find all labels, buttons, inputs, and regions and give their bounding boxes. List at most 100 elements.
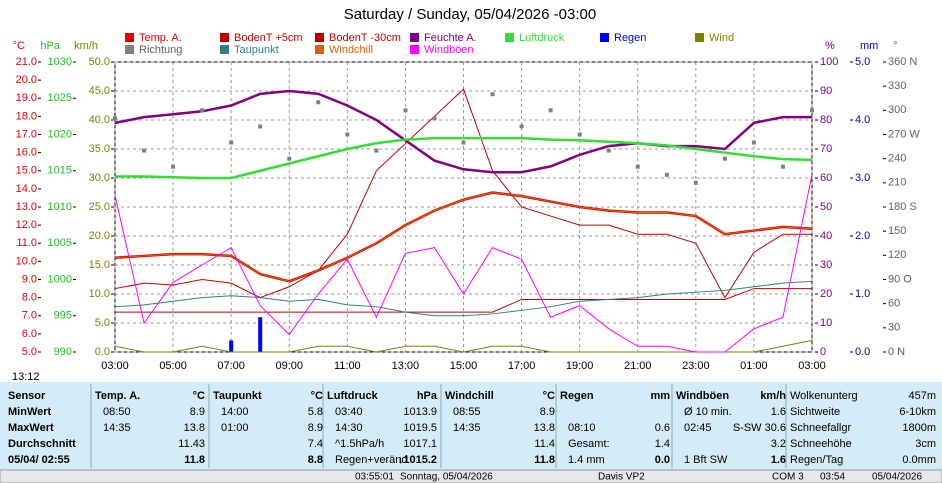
cell-note: Ø 10 min.: [684, 406, 732, 418]
y-tick-label: 2.0: [855, 230, 870, 242]
y-tick-label: 17.0: [16, 128, 37, 140]
y-tick-label: 0.0: [95, 346, 110, 358]
legend-swatch: [410, 45, 419, 54]
legend-label: Regen: [614, 32, 646, 44]
y-tick-label: 10.0: [16, 255, 37, 267]
y-tick-label: 50: [820, 201, 832, 213]
row-label: 05/04/ 02:55: [8, 454, 70, 466]
time-label: 13:12: [12, 371, 40, 383]
legend-swatch: [125, 33, 134, 42]
info-value: 457m: [908, 390, 936, 402]
cell-note: 14:30: [335, 422, 363, 434]
y-tick-label: 4.0: [855, 114, 870, 126]
y-tick-label: 9.0: [22, 273, 37, 285]
column-title: Taupunkt: [213, 390, 262, 402]
cell-value: 13.8: [534, 422, 555, 434]
y-tick-label: 0: [820, 346, 826, 358]
y-tick-label: 13.0: [16, 201, 37, 213]
y-tick-label: 5.0: [855, 56, 870, 68]
y-tick-label: 240: [888, 153, 906, 165]
y-tick-label: 70: [820, 143, 832, 155]
cell-value: 11.8: [534, 454, 555, 466]
legend-swatch: [410, 33, 419, 42]
cell-value: 8.9: [540, 406, 555, 418]
direction-point: [810, 108, 814, 113]
direction-point: [229, 140, 234, 145]
y-tick-label: 995: [54, 310, 72, 322]
cell-value: 3.2: [771, 438, 786, 450]
cell-note: 14:35: [103, 422, 131, 434]
direction-point: [316, 100, 321, 105]
legend-label: Wind: [709, 32, 734, 44]
status-item: COM 3: [772, 472, 804, 483]
cell-note: 02:45: [684, 422, 712, 434]
series-line: [114, 88, 812, 299]
cell-value: 0.6: [655, 422, 670, 434]
legend-label: Feuchte A.: [424, 32, 477, 44]
rain-bar: [229, 340, 234, 352]
cell-value: 7.4: [308, 438, 323, 450]
legend-swatch: [315, 33, 324, 42]
y-tick-label: 20.0: [89, 230, 110, 242]
cell-value: 11.8: [184, 454, 205, 466]
axis-unit: mm: [860, 40, 878, 52]
direction-point: [113, 116, 117, 121]
legend-swatch: [315, 45, 324, 54]
y-tick-label: 10.0: [89, 288, 110, 300]
y-tick-label: 40.0: [89, 114, 110, 126]
cell-note: 01:00: [221, 422, 249, 434]
y-tick-label: 21.0: [16, 56, 37, 68]
y-tick-label: 60: [888, 298, 900, 310]
info-value: 3cm: [915, 438, 936, 450]
cell-value: 5.8: [308, 406, 323, 418]
direction-point: [374, 148, 379, 153]
cell-note: 1 Bft SW: [684, 454, 728, 466]
column-title: Windchill: [445, 390, 494, 402]
x-tick-label: 15:00: [450, 360, 478, 372]
x-tick-label: 09:00: [275, 360, 303, 372]
direction-point: [403, 108, 408, 113]
y-tick-label: 20: [820, 288, 832, 300]
direction-point: [548, 108, 553, 113]
y-tick-label: 330: [888, 80, 906, 92]
cell-value: 13.8: [184, 422, 205, 434]
direction-point: [693, 180, 698, 185]
x-tick-label: 03:00: [101, 360, 129, 372]
direction-point: [432, 116, 437, 121]
cell-note: 08:10: [568, 422, 596, 434]
cell-note: 08:50: [103, 406, 131, 418]
y-tick-label: 90: [820, 85, 832, 97]
legend-label: BodenT -30cm: [329, 32, 401, 44]
column-unit: mm: [650, 390, 670, 402]
legend-label: Windböen: [424, 44, 474, 56]
cell-note: ^1.5hPa/h: [335, 438, 384, 450]
x-tick-label: 19:00: [566, 360, 594, 372]
direction-point: [751, 140, 756, 145]
y-tick-label: 35.0: [89, 143, 110, 155]
row-label: Durchschnitt: [8, 438, 76, 450]
y-tick-label: 30: [820, 259, 832, 271]
info-value: 1800m: [902, 422, 936, 434]
info-label: Regen/Tag: [790, 454, 843, 466]
y-tick-label: 1.0: [855, 288, 870, 300]
y-tick-label: 20.0: [16, 74, 37, 86]
y-tick-label: 150: [888, 225, 906, 237]
y-tick-label: 19.0: [16, 92, 37, 104]
x-tick-label: 17:00: [508, 360, 536, 372]
direction-point: [606, 148, 611, 153]
status-item: 05/04/2026: [872, 472, 922, 483]
y-tick-label: 300: [888, 104, 906, 116]
y-tick-label: 0.0: [855, 346, 870, 358]
cell-note: 08:55: [453, 406, 481, 418]
y-tick-label: 45.0: [89, 85, 110, 97]
series-line: [114, 191, 813, 282]
legend-swatch: [695, 33, 704, 42]
legend-label: Windchill: [329, 44, 373, 56]
direction-point: [171, 164, 176, 169]
y-tick-label: 15.0: [89, 259, 110, 271]
cell-value: 1.6: [771, 406, 786, 418]
direction-point: [142, 148, 147, 153]
series-line: [115, 136, 813, 180]
row-label: MinWert: [8, 406, 52, 418]
direction-point: [200, 108, 205, 113]
